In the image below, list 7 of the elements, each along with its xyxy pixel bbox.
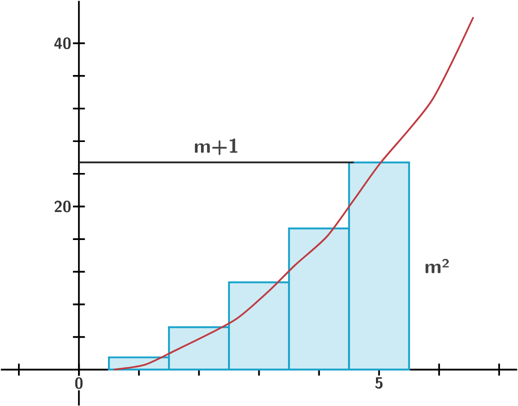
annotation: m+1 <box>194 138 238 155</box>
y-tick-label: 40 <box>54 37 71 49</box>
x-tick-label: 5 <box>375 377 383 388</box>
y-tick-label: 20 <box>54 200 71 212</box>
annotation: m² <box>426 258 449 273</box>
x-tick-label: 0 <box>75 377 83 389</box>
line-series <box>112 16 474 370</box>
